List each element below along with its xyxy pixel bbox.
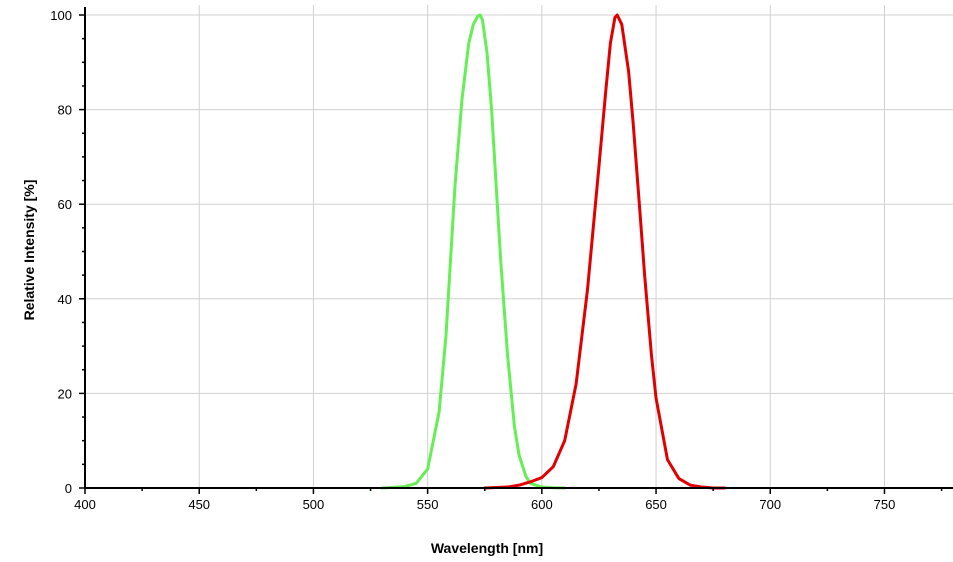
y-tick-label: 0 [65,481,72,496]
y-axis-title: Relative Intensity [%] [21,180,37,321]
axes [79,7,953,494]
series-lines [380,13,727,490]
y-tick-label: 40 [58,292,72,307]
x-tick-label: 700 [759,497,781,512]
x-axis-title: Wavelength [nm] [431,540,543,556]
grid-lines [85,5,953,488]
x-tick-label: 500 [303,497,325,512]
x-tick-label: 650 [645,497,667,512]
series-line-2 [483,13,727,490]
y-tick-label: 100 [50,8,72,23]
y-tick-label: 80 [58,103,72,118]
x-tick-label: 400 [74,497,96,512]
y-tick-label: 20 [58,386,72,401]
tick-labels: 400 450 500 550 600 650 700 750 0 20 40 60 80 100 [50,8,895,512]
x-tick-label: 600 [531,497,553,512]
series-line-1 [380,13,567,490]
x-tick-label: 450 [188,497,210,512]
y-tick-label: 60 [58,197,72,212]
x-tick-label: 550 [417,497,439,512]
x-tick-label: 750 [874,497,896,512]
